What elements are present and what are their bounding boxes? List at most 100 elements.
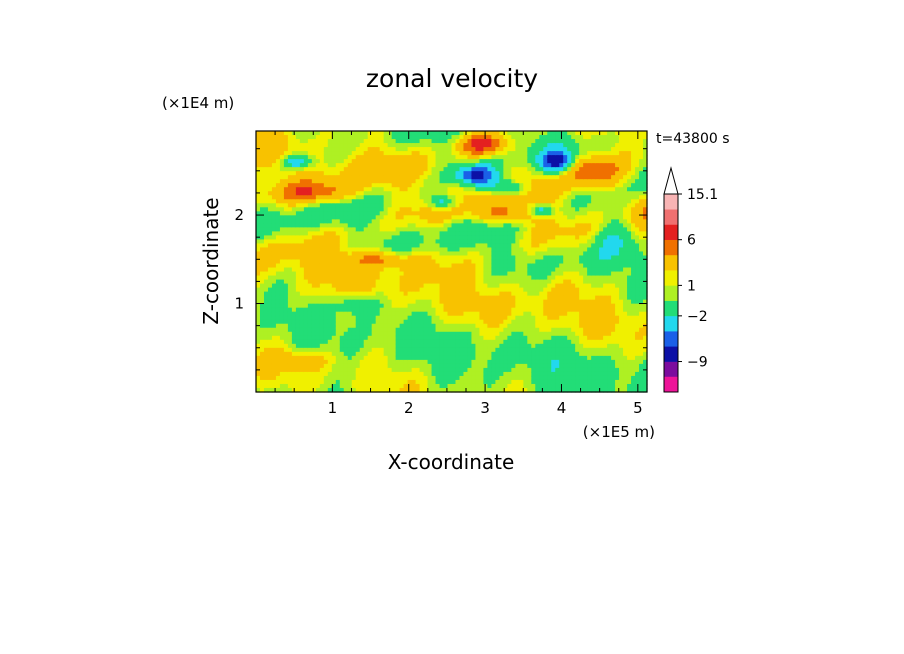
heatmap-cell	[467, 171, 473, 176]
heatmap-cell	[415, 291, 421, 297]
heatmap-cell	[295, 215, 301, 220]
heatmap-cell	[479, 367, 485, 373]
heatmap-cell	[307, 219, 313, 224]
heatmap-cell	[427, 315, 433, 321]
heatmap-cell	[331, 275, 337, 281]
heatmap-cell	[279, 151, 285, 156]
heatmap-cell	[487, 139, 492, 144]
heatmap-cell	[487, 179, 492, 184]
heatmap-cell	[327, 159, 333, 164]
heatmap-cell	[259, 239, 265, 245]
heatmap-cell	[319, 291, 325, 297]
heatmap-cell	[439, 263, 445, 269]
heatmap-cell	[319, 163, 325, 168]
heatmap-cell	[311, 339, 317, 345]
heatmap-cell	[407, 131, 413, 136]
heatmap-cell	[411, 287, 417, 293]
heatmap-cell	[267, 235, 273, 241]
heatmap-cell	[427, 191, 433, 196]
heatmap-cell	[499, 159, 504, 164]
heatmap-cell	[335, 179, 341, 184]
heatmap-cell	[327, 239, 333, 245]
heatmap-cell	[387, 167, 393, 172]
heatmap-cell	[459, 259, 465, 265]
heatmap-cell	[539, 131, 544, 136]
heatmap-cell	[539, 331, 544, 337]
heatmap-cell	[471, 247, 477, 253]
heatmap-cell	[355, 183, 361, 188]
heatmap-cell	[415, 143, 421, 148]
heatmap-cell	[499, 263, 504, 269]
heatmap-cell	[343, 363, 349, 369]
heatmap-cell	[527, 227, 532, 232]
heatmap-cell	[455, 351, 461, 357]
heatmap-cell	[256, 271, 261, 277]
heatmap-cell	[327, 347, 333, 353]
heatmap-cell	[403, 319, 409, 325]
heatmap-cell	[347, 259, 353, 265]
heatmap-cell	[495, 363, 500, 369]
heatmap-cell	[515, 167, 520, 172]
heatmap-cell	[419, 323, 425, 329]
heatmap-cell	[363, 259, 369, 265]
heatmap-cell	[256, 327, 261, 333]
heatmap-cell	[531, 235, 536, 241]
heatmap-cell	[335, 347, 341, 353]
heatmap-cell	[411, 271, 417, 277]
heatmap-cell	[527, 163, 532, 168]
heatmap-cell	[315, 247, 321, 253]
heatmap-cell	[347, 231, 353, 236]
heatmap-cell	[527, 203, 532, 208]
heatmap-cell	[523, 203, 528, 208]
heatmap-cell	[539, 271, 544, 277]
heatmap-cell	[375, 187, 381, 192]
heatmap-cell	[351, 151, 357, 156]
heatmap-cell	[471, 267, 477, 273]
heatmap-cell	[451, 299, 457, 305]
heatmap-cell	[487, 347, 492, 353]
heatmap-cell	[495, 299, 500, 305]
heatmap-cell	[459, 139, 465, 144]
heatmap-cell	[447, 199, 453, 204]
heatmap-cell	[371, 359, 377, 365]
heatmap-cell	[303, 223, 309, 228]
heatmap-cell	[331, 327, 337, 333]
heatmap-cell	[467, 195, 473, 200]
heatmap-cell	[443, 275, 449, 281]
heatmap-cell	[431, 195, 437, 200]
heatmap-cell	[499, 327, 504, 333]
heatmap-cell	[256, 335, 261, 341]
heatmap-cell	[391, 363, 397, 369]
heatmap-cell	[427, 147, 433, 152]
heatmap-cell	[431, 255, 437, 261]
heatmap-cell	[439, 179, 445, 184]
heatmap-cell	[419, 295, 425, 301]
heatmap-cell	[451, 315, 457, 321]
heatmap-cell	[275, 275, 281, 281]
heatmap-cell	[555, 319, 560, 325]
heatmap-cell	[256, 219, 261, 224]
heatmap-cell	[379, 247, 385, 253]
heatmap-cell	[331, 367, 337, 373]
heatmap-cell	[295, 179, 301, 184]
heatmap-cell	[283, 235, 289, 241]
heatmap-cell	[515, 183, 520, 188]
heatmap-cell	[507, 243, 512, 249]
heatmap-cell	[511, 327, 516, 333]
heatmap-cell	[303, 335, 309, 341]
heatmap-cell	[279, 279, 285, 285]
heatmap-cell	[375, 343, 381, 349]
heatmap-cell	[319, 311, 325, 317]
heatmap-cell	[295, 383, 301, 389]
heatmap-cell	[319, 279, 325, 285]
heatmap-cell	[423, 323, 429, 329]
heatmap-cell	[539, 263, 544, 269]
heatmap-cell	[295, 379, 301, 385]
heatmap-cell	[319, 363, 325, 369]
heatmap-cell	[311, 143, 317, 148]
heatmap-cell	[279, 203, 285, 208]
heatmap-cell	[487, 167, 492, 172]
heatmap-cell	[315, 363, 321, 369]
heatmap-cell	[315, 227, 321, 232]
heatmap-cell	[411, 215, 417, 220]
